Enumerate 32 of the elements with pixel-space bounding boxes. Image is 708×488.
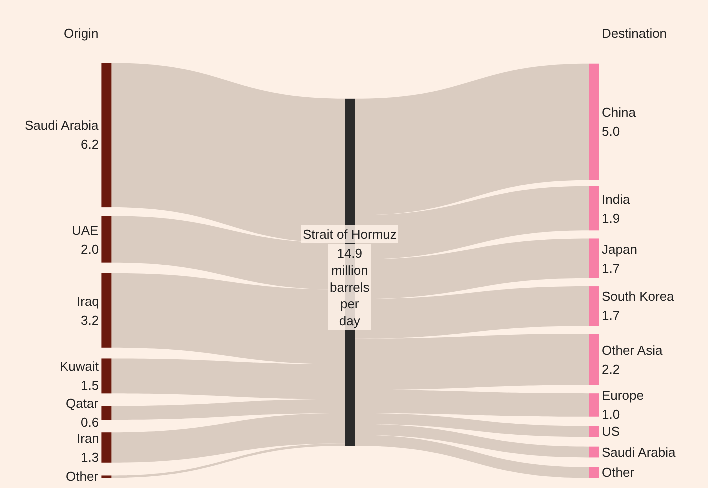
data-label: 1.3 [81,450,100,465]
category-label: US [602,424,620,439]
category-label: Qatar [66,396,100,411]
data-label: 14.9 million barrels per day [330,246,370,329]
text: Destination [602,26,668,41]
category-label: Strait of Hormuz [303,227,397,242]
data-label: 6.2 [81,137,100,152]
data-label: 1.5 [81,378,100,393]
data-label: 2.2 [602,362,620,377]
data-label: 2.0 [81,242,100,257]
data-label: 3.2 [81,313,100,328]
category-label: Europe [602,388,644,403]
category-label: Saudi Arabia [602,445,676,460]
category-label: Japan [602,242,638,257]
data-label: 1.7 [602,261,620,276]
category-label: Iran [77,431,100,446]
category-label: Saudi Arabia [25,118,100,133]
data-label: 1.9 [602,211,620,226]
data-label: 5.0 [602,124,620,139]
category-label: South Korea [602,289,676,304]
category-label: Other [66,469,100,484]
category-label: Kuwait [60,359,100,374]
text: Origin [64,26,99,41]
category-label: Other [602,465,636,480]
category-label: India [602,192,631,207]
data-label: 1.0 [602,407,620,422]
category-label: Other Asia [602,343,664,358]
category-label: Iraq [77,294,100,309]
category-label: China [602,105,637,120]
data-label: 0.6 [81,415,100,430]
category-label: UAE [72,223,100,238]
data-label: 1.7 [602,308,620,323]
